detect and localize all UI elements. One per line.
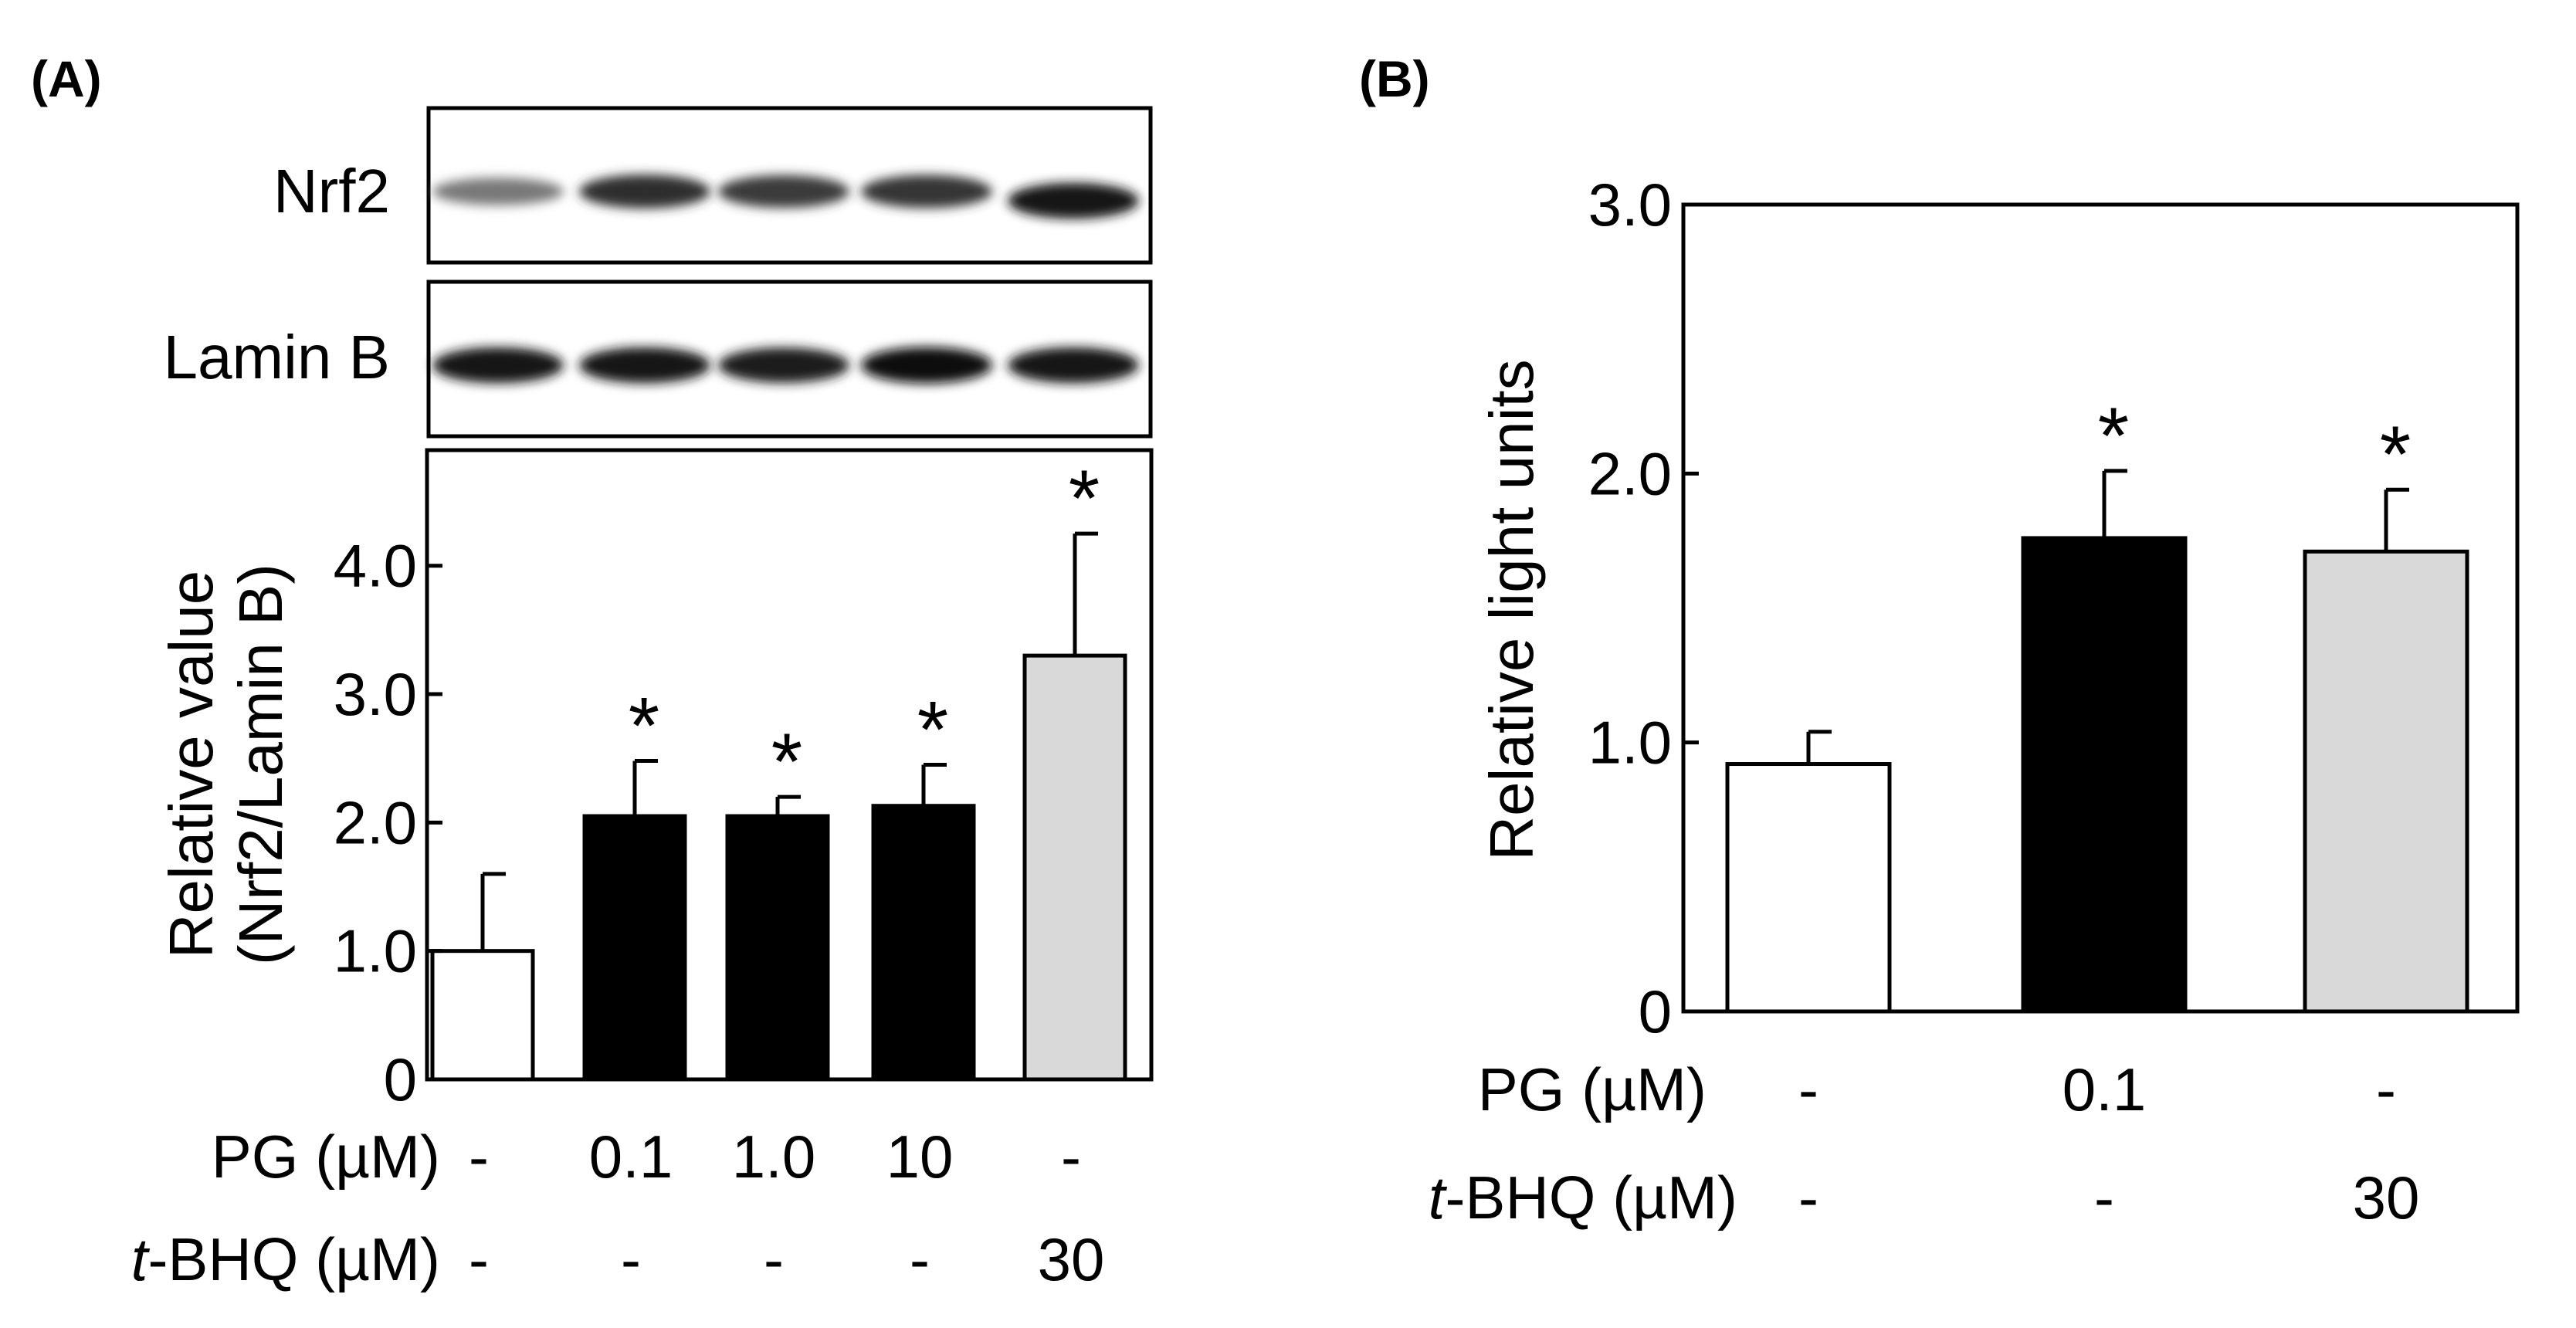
chart-b-pg-label: PG (µM) xyxy=(1478,1055,1707,1123)
condition-value: - xyxy=(1061,1123,1081,1191)
condition-value: 0.1 xyxy=(2062,1055,2146,1123)
condition-value: 30 xyxy=(1038,1225,1105,1293)
y-tick-label: 0 xyxy=(384,1045,417,1113)
chart-b-tbhq-label: t-BHQ (µM) xyxy=(1429,1164,1737,1231)
bar xyxy=(725,814,830,1082)
significance-star: * xyxy=(917,686,948,775)
chart-b-condition-values: - 0.1 - - - 30 xyxy=(1798,1055,2419,1231)
condition-value: - xyxy=(910,1225,930,1293)
y-tick-label: 1.0 xyxy=(334,917,417,985)
chart-b-frame xyxy=(1681,202,2520,1014)
lamin-b-bands xyxy=(432,347,1139,384)
bar xyxy=(582,814,687,1082)
bar xyxy=(2303,549,2469,1014)
significance-star: * xyxy=(1069,454,1100,544)
significance-star: * xyxy=(2098,391,2129,481)
chart-b: * * 01.02.03.0 Relative light units PG (µ… xyxy=(1429,171,2520,1231)
condition-value: - xyxy=(1798,1055,1818,1123)
significance-star: * xyxy=(629,682,659,771)
blot-band xyxy=(432,347,564,384)
condition-value: - xyxy=(1798,1164,1818,1231)
chart-a-tbhq-label: t-BHQ (µM) xyxy=(131,1225,440,1293)
y-tick-label: 2.0 xyxy=(1588,439,1672,507)
condition-value: - xyxy=(621,1225,641,1293)
bar xyxy=(1725,762,1892,1014)
bar xyxy=(2021,536,2188,1014)
blot-band xyxy=(718,174,849,208)
blot-band xyxy=(861,174,992,208)
chart-a-bars: * * * * xyxy=(430,454,1127,1082)
blot-band xyxy=(432,178,564,205)
chart-b-bars: * * xyxy=(1725,391,2469,1014)
bar xyxy=(430,949,535,1082)
chart-a-conditions: PG (µM) t-BHQ (µM) - 0.1 1.0 10 - - - - - 30 xyxy=(131,1123,1105,1293)
chart-b-y-ticks: 0 1.0 2.0 3.0 xyxy=(1588,171,1699,1045)
condition-value: - xyxy=(2094,1164,2114,1231)
blot-band xyxy=(718,347,849,383)
blot-strip-nrf2: Nrf2 xyxy=(273,106,1153,265)
y-tick-label: 1.0 xyxy=(1588,709,1672,777)
chart-b-conditions: PG (µM) t-BHQ (µM) - 0.1 - - - 30 xyxy=(1429,1055,2420,1231)
y-tick-label: 3.0 xyxy=(1588,171,1672,239)
condition-value: 10 xyxy=(886,1123,954,1191)
chart-b-ylabel: Relative light units xyxy=(1477,359,1546,860)
bar xyxy=(871,804,976,1082)
y-tick-label: 0 xyxy=(1639,977,1672,1045)
y-tick-label: 2.0 xyxy=(334,788,417,856)
chart-a-ylabel: Relative value (Nrf2/Lamin B) xyxy=(157,564,295,965)
chart-a-ylabel-line1: Relative value xyxy=(157,571,225,959)
y-tick-label: 3.0 xyxy=(334,660,417,728)
condition-value: - xyxy=(469,1225,489,1293)
condition-value: - xyxy=(469,1123,489,1191)
condition-value: 0.1 xyxy=(589,1123,673,1191)
condition-value: - xyxy=(764,1225,784,1293)
condition-value: - xyxy=(2376,1055,2396,1123)
bar xyxy=(1022,653,1127,1082)
chart-a-frame xyxy=(425,448,1154,1082)
significance-star: * xyxy=(2380,410,2411,500)
condition-value: 30 xyxy=(2353,1164,2420,1231)
blot-band xyxy=(861,347,992,384)
chart-a: * * * * 0 1.0 2.0 3.0 4.0 Relative value (Nrf2/… xyxy=(131,448,1154,1293)
significance-star: * xyxy=(771,717,802,807)
panel-b-label: (B) xyxy=(1359,50,1430,107)
blot-band xyxy=(579,347,710,384)
blot-band xyxy=(579,174,710,208)
condition-value: 1.0 xyxy=(732,1123,815,1191)
chart-a-pg-label: PG (µM) xyxy=(212,1123,440,1191)
y-tick-label: 4.0 xyxy=(334,532,417,600)
blot-label-lamin-b: Lamin B xyxy=(164,323,390,391)
blot-label-nrf2: Nrf2 xyxy=(273,157,390,225)
chart-a-ylabel-line2: (Nrf2/Lamin B) xyxy=(226,564,295,965)
panel-a-label: (A) xyxy=(31,50,102,107)
nrf2-bands xyxy=(432,174,1139,219)
blot-band xyxy=(1008,347,1139,384)
chart-a-condition-values: - 0.1 1.0 10 - - - - - 30 xyxy=(469,1123,1104,1293)
blot-band xyxy=(1008,182,1139,219)
blot-strip-lamin-b: Lamin B xyxy=(164,279,1153,439)
chart-a-y-ticks: 0 1.0 2.0 3.0 4.0 xyxy=(334,532,442,1113)
western-blot: Nrf2 Lamin B xyxy=(164,106,1153,439)
